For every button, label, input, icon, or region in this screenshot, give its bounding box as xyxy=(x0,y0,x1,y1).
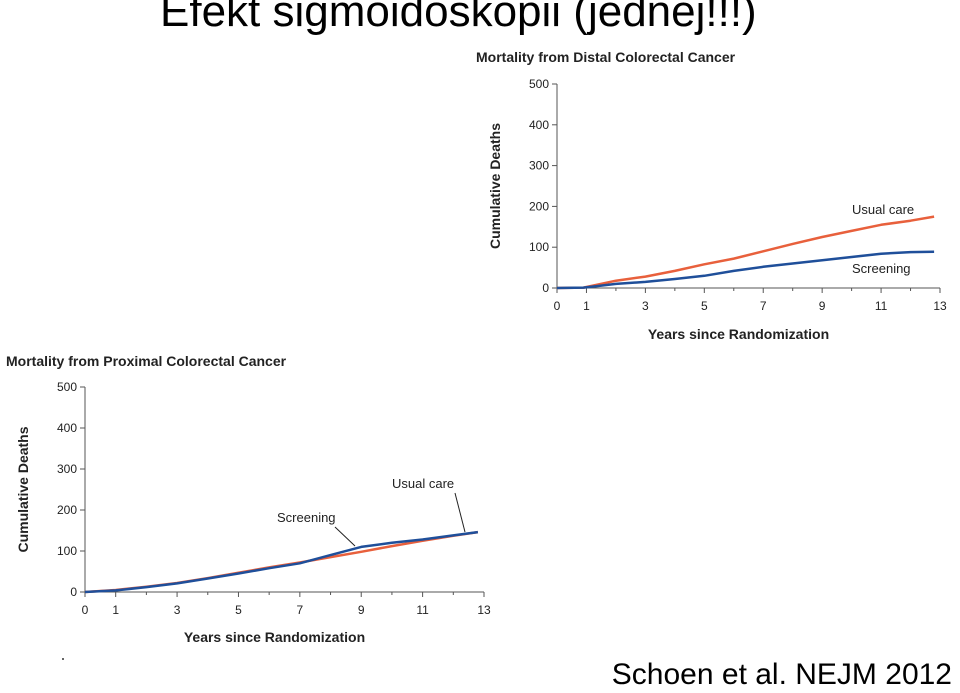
x-tick-label: 11 xyxy=(416,603,429,617)
screening-line xyxy=(84,530,479,594)
slide-title: Efekt sigmoidoskopii (jednej!!!) xyxy=(160,0,757,36)
screening-label: Screening xyxy=(277,510,336,525)
y-tick-label: 0 xyxy=(542,281,549,295)
x-axis-label: Years since Randomization xyxy=(184,629,365,645)
x-tick-label: 13 xyxy=(933,299,947,313)
x-tick-label: 9 xyxy=(819,299,826,313)
y-tick-label: 200 xyxy=(57,503,77,517)
x-axis-label: Years since Randomization xyxy=(648,326,829,342)
chart-title: Mortality from Proximal Colorectal Cance… xyxy=(6,353,287,369)
x-tick-label: 3 xyxy=(642,299,649,313)
y-tick-label: 500 xyxy=(529,77,549,91)
y-tick-label: 300 xyxy=(57,462,77,476)
x-tick-label: 5 xyxy=(235,603,242,617)
usual-care-label: Usual care xyxy=(852,202,914,217)
y-tick-label: 400 xyxy=(57,421,77,435)
screening-label: Screening xyxy=(852,261,911,276)
x-tick-label: 5 xyxy=(701,299,708,313)
citation: Schoen et al. NEJM 2012 xyxy=(611,658,952,691)
label-leader-line xyxy=(334,526,356,547)
usual-care-line xyxy=(556,215,935,290)
y-tick-label: 300 xyxy=(529,159,549,173)
y-tick-label: 500 xyxy=(57,380,77,394)
y-tick-label: 100 xyxy=(57,544,77,558)
y-tick-label: 200 xyxy=(529,199,549,213)
x-tick-label: 13 xyxy=(477,603,491,617)
label-leader-line xyxy=(454,492,466,533)
x-tick-label: 3 xyxy=(174,603,181,617)
x-tick-label: 11 xyxy=(875,299,888,313)
x-tick-label: 1 xyxy=(583,299,590,313)
y-axis-label: Cumulative Deaths xyxy=(15,426,31,552)
x-tick-label: 9 xyxy=(358,603,365,617)
chart-title: Mortality from Distal Colorectal Cancer xyxy=(476,49,736,65)
usual-care-label: Usual care xyxy=(392,476,454,491)
y-tick-label: 400 xyxy=(529,118,549,132)
x-tick-label: 1 xyxy=(112,603,119,617)
screening-line xyxy=(556,250,935,290)
x-tick-label: 0 xyxy=(554,299,561,313)
y-axis-label: Cumulative Deaths xyxy=(487,123,503,249)
y-tick-label: 100 xyxy=(529,240,549,254)
x-tick-label: 7 xyxy=(297,603,304,617)
y-tick-label: 0 xyxy=(70,585,77,599)
x-tick-label: 0 xyxy=(82,603,89,617)
decorative-dot xyxy=(62,658,64,660)
x-tick-label: 7 xyxy=(760,299,767,313)
